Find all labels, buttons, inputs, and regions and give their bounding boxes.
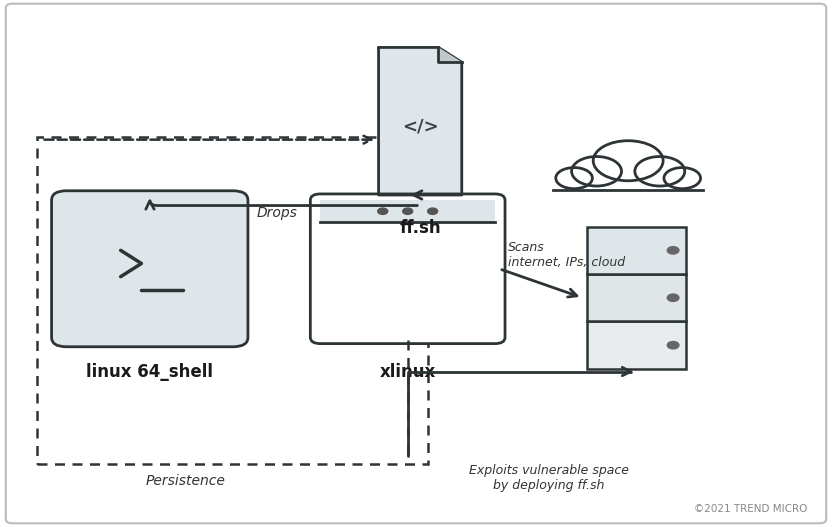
Bar [37,137,428,464]
Polygon shape [379,47,462,195]
Text: Persistence: Persistence [146,474,226,489]
Text: xlinux: xlinux [379,363,436,380]
Text: Scans
internet, IPs, cloud: Scans internet, IPs, cloud [508,241,625,269]
FancyBboxPatch shape [320,200,495,222]
Ellipse shape [572,157,622,186]
Ellipse shape [664,168,701,189]
Ellipse shape [556,168,592,189]
Bar [549,169,707,190]
Ellipse shape [593,141,663,181]
Text: Exploits vulnerable space
by deploying ff.sh: Exploits vulnerable space by deploying f… [469,464,629,492]
Circle shape [667,341,679,349]
FancyBboxPatch shape [6,4,826,523]
Bar [587,321,686,369]
FancyBboxPatch shape [310,194,505,344]
Circle shape [428,208,438,214]
Text: ©2021 TREND MICRO: ©2021 TREND MICRO [694,504,807,514]
Circle shape [667,247,679,254]
Text: Drops: Drops [256,207,297,220]
Circle shape [403,208,413,214]
Bar [587,227,686,274]
Bar [587,274,686,321]
Text: linux 64_shell: linux 64_shell [87,363,213,380]
Polygon shape [438,47,462,62]
Circle shape [378,208,388,214]
Text: ff.sh: ff.sh [399,219,441,237]
FancyBboxPatch shape [52,191,248,347]
Circle shape [667,294,679,301]
Text: </>: </> [402,118,438,135]
Ellipse shape [635,157,685,186]
